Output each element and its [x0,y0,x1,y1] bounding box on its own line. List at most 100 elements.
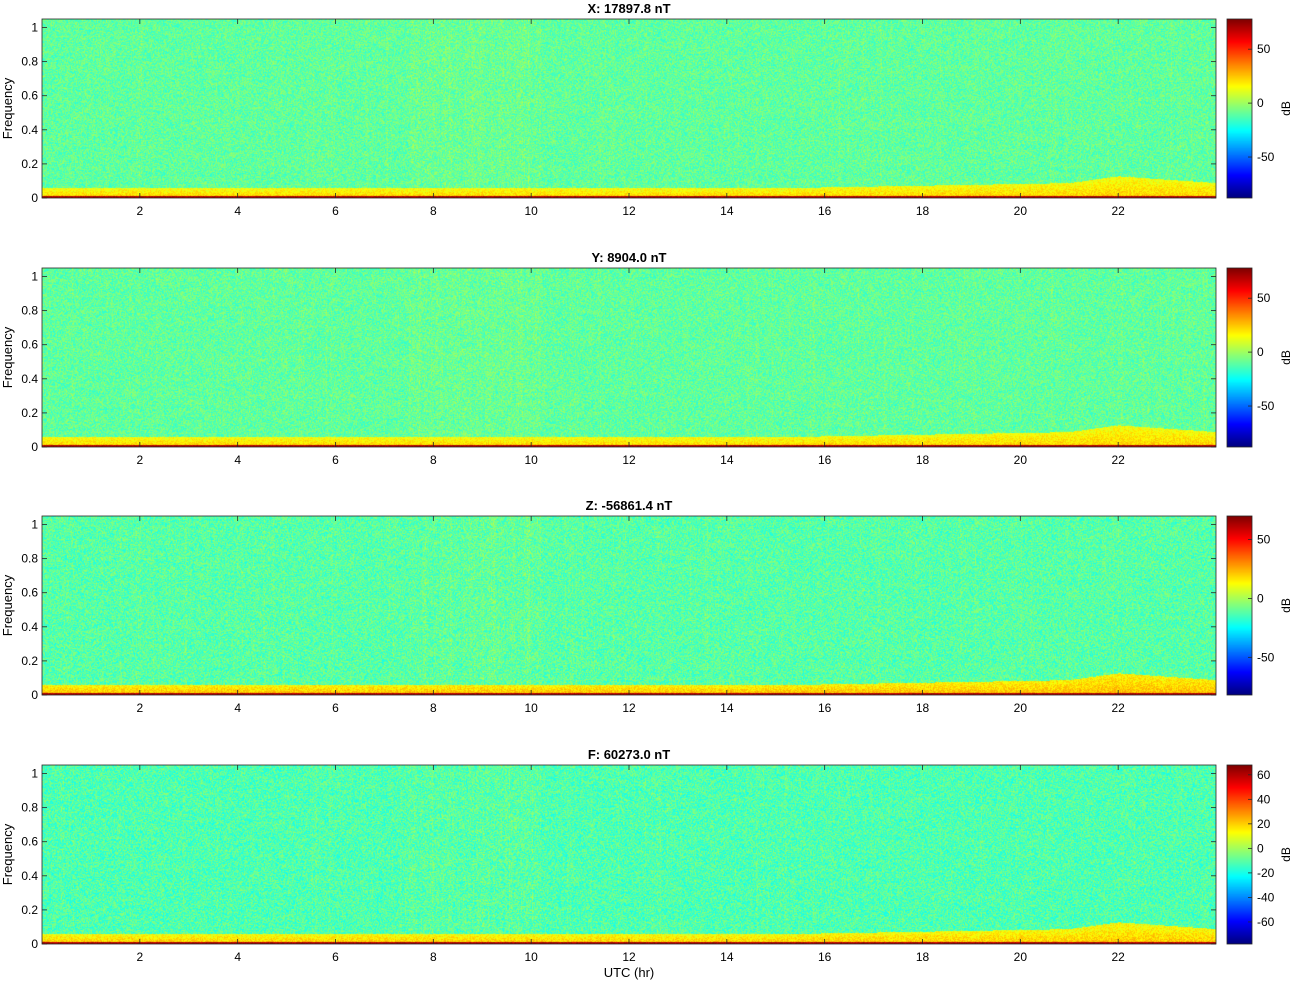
colorbar-tick-label: 0 [1257,345,1264,359]
colorbar-tick-label: -50 [1257,150,1275,164]
x-tick-label: 20 [1014,204,1028,218]
y-tick-label: 0.4 [21,372,38,386]
y-axis-label: Frequency [0,326,15,388]
y-tick-label: 0.8 [21,801,38,815]
x-tick-label: 10 [524,950,538,964]
y-tick-label: 0 [31,688,38,702]
x-tick-label: 8 [430,453,437,467]
colorbar-tick-label: -60 [1257,915,1275,929]
x-tick-label: 16 [818,453,832,467]
colorbar-tick-label: 0 [1257,591,1264,605]
colorbar-frame [1226,267,1253,448]
y-tick-label: 0.6 [21,586,38,600]
x-tick-label: 14 [720,204,734,218]
x-tick-label: 10 [524,453,538,467]
colorbar-frame [1226,515,1253,696]
x-tick-label: 12 [622,950,636,964]
panel-3-axes: Z: -56861.4 nT 2 4 6 8 10 12 14 16 18 20 22 0 0.2 0.4 0… [0,498,1217,715]
x-tick-label: 8 [430,701,437,715]
x-tick-label: 22 [1111,204,1125,218]
x-tick-label: 4 [234,453,241,467]
panel-title: Z: -56861.4 nT [586,498,673,513]
y-tick-label: 0.6 [21,835,38,849]
y-tick-label: 0.4 [21,620,38,634]
y-tick-label: 0.2 [21,654,38,668]
y-tick-label: 1 [31,767,38,781]
x-tick-label: 14 [720,453,734,467]
y-tick-label: 0 [31,937,38,951]
x-tick-label: 18 [916,453,930,467]
x-tick-label: 18 [916,204,930,218]
colorbar-label: dB [1279,101,1293,116]
colorbar-gradient [1227,19,1252,198]
colorbar-2: 50 0 -50 dB [1226,267,1293,448]
x-tick-label: 22 [1111,453,1125,467]
x-tick-label: 20 [1014,701,1028,715]
panel-2-axes: Y: 8904.0 nT 2 4 6 8 10 12 14 16 18 20 22 0 0.2 0.4 0.6… [0,250,1217,467]
y-axis-label: Frequency [0,823,15,885]
y-tick-label: 1 [31,270,38,284]
spectrogram-heatmap-4 [42,765,1216,944]
y-axis-label: Frequency [0,77,15,139]
y-tick-label: 0.4 [21,869,38,883]
colorbar-gradient [1227,765,1252,944]
x-tick-label: 8 [430,950,437,964]
y-tick-label: 0.2 [21,406,38,420]
spectrogram-heatmap-3 [42,516,1216,695]
y-tick-label: 0 [31,191,38,205]
colorbar-4: 60 40 20 0 -20 -40 -60 dB [1226,764,1293,945]
colorbar-1: 50 0 -50 dB [1226,18,1293,199]
x-tick-label: 2 [136,204,143,218]
y-tick-label: 0.8 [21,304,38,318]
x-tick-label: 16 [818,950,832,964]
x-tick-label: 14 [720,950,734,964]
panel-title: F: 60273.0 nT [588,747,670,762]
x-tick-label: 18 [916,701,930,715]
colorbar-tick-label: 0 [1257,841,1264,855]
colorbar-tick-label: 60 [1257,768,1271,782]
y-tick-label: 0.4 [21,123,38,137]
x-tick-label: 16 [818,204,832,218]
colorbar-tick-label: 50 [1257,533,1271,547]
x-tick-label: 22 [1111,950,1125,964]
colorbar-label: dB [1279,847,1293,862]
colorbar-3: 50 0 -50 dB [1226,515,1293,696]
colorbar-tick-label: 50 [1257,42,1271,56]
x-tick-label: 4 [234,204,241,218]
x-tick-label: 12 [622,204,636,218]
panel-4-axes: F: 60273.0 nT 2 4 6 8 10 12 14 16 18 20 22 0 0.2 0.4 0.… [0,747,1217,980]
colorbar-frame [1226,18,1253,199]
y-tick-label: 0.8 [21,55,38,69]
x-axis-label: UTC (hr) [604,965,655,980]
x-tick-label: 6 [332,950,339,964]
y-tick-label: 1 [31,21,38,35]
x-tick-label: 10 [524,204,538,218]
x-tick-label: 4 [234,950,241,964]
x-tick-label: 2 [136,453,143,467]
x-tick-label: 2 [136,950,143,964]
panel-title: X: 17897.8 nT [587,1,670,16]
y-tick-label: 1 [31,518,38,532]
x-tick-label: 8 [430,204,437,218]
y-tick-label: 0.8 [21,552,38,566]
spectrogram-heatmap-1 [42,19,1216,198]
colorbar-tick-label: -20 [1257,866,1275,880]
y-tick-label: 0.2 [21,903,38,917]
colorbar-tick-label: -40 [1257,890,1275,904]
colorbar-tick-label: 50 [1257,291,1271,305]
y-tick-label: 0.6 [21,89,38,103]
colorbar-frame [1226,764,1253,945]
x-tick-label: 6 [332,204,339,218]
x-tick-label: 22 [1111,701,1125,715]
y-tick-label: 0.6 [21,338,38,352]
x-tick-label: 16 [818,701,832,715]
panel-1-axes: X: 17897.8 nT 2 4 6 8 10 12 14 16 18 20 22 0 0.2 0.4 0.… [0,1,1217,218]
colorbar-gradient [1227,268,1252,447]
x-tick-label: 4 [234,701,241,715]
colorbar-tick-label: 40 [1257,792,1271,806]
x-tick-label: 12 [622,701,636,715]
x-tick-label: 18 [916,950,930,964]
colorbar-gradient [1227,516,1252,695]
